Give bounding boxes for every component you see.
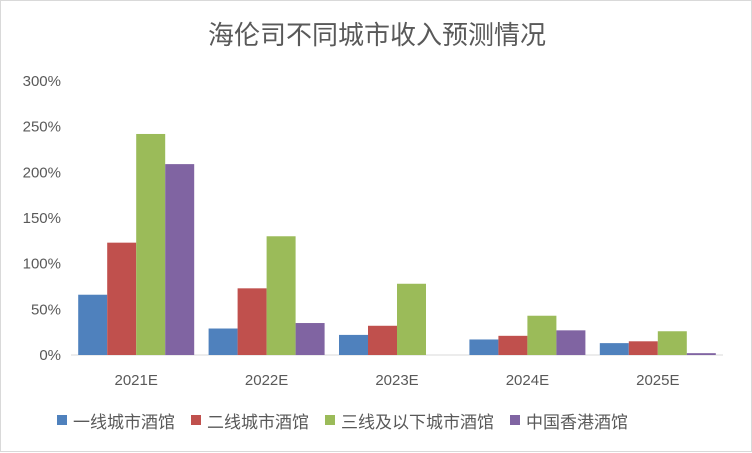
- legend-swatch: [57, 415, 67, 425]
- bar-2022E-series-1: [208, 328, 238, 355]
- bar-2025E-series-3: [657, 331, 687, 355]
- legend-item: 中国香港酒馆: [510, 408, 628, 433]
- bar-2024E-series-4: [556, 330, 586, 355]
- legend-label: 中国香港酒馆: [526, 412, 628, 433]
- bar-2021E-series-3: [136, 133, 166, 355]
- bar-2022E-series-3: [266, 236, 296, 355]
- bar-2025E-series-2: [628, 341, 658, 355]
- y-tick-label: 300%: [23, 73, 61, 90]
- y-tick-label: 200%: [23, 164, 61, 181]
- bar-2021E-series-4: [165, 164, 195, 355]
- legend-item: 一线城市酒馆: [57, 408, 175, 433]
- bar-2025E-series-1: [599, 343, 629, 355]
- legend-item: 三线及以下城市酒馆: [325, 408, 494, 433]
- legend-swatch: [191, 415, 201, 425]
- legend-swatch: [325, 415, 335, 425]
- bar-2024E-series-1: [469, 339, 499, 355]
- y-tick-label: 150%: [23, 210, 61, 227]
- x-tick-label: 2023E: [375, 372, 418, 389]
- chart-title: 海伦司不同城市收入预测情况: [207, 21, 546, 51]
- bar-2023E-series-2: [368, 325, 397, 355]
- bar-2022E-series-4: [295, 323, 325, 355]
- y-tick-label: 250%: [23, 119, 61, 136]
- legend-item: 二线城市酒馆: [191, 408, 309, 433]
- bar-2024E-series-3: [527, 315, 557, 355]
- legend-label: 三线及以下城市酒馆: [341, 412, 494, 433]
- bar-2025E-series-4: [686, 353, 716, 355]
- bar-2023E-series-1: [339, 334, 368, 355]
- y-tick-label: 0%: [39, 347, 61, 364]
- bar-2021E-series-2: [107, 242, 137, 355]
- x-tick-label: 2024E: [506, 372, 549, 389]
- bar-2023E-series-3: [397, 283, 426, 355]
- x-tick-label: 2022E: [245, 372, 288, 389]
- legend-label: 一线城市酒馆: [73, 412, 175, 433]
- chart-legend: 一线城市酒馆 二线城市酒馆 三线及以下城市酒馆 中国香港酒馆: [57, 407, 747, 433]
- x-tick-label: 2021E: [115, 372, 158, 389]
- y-tick-label: 50%: [31, 301, 61, 318]
- bar-2022E-series-2: [237, 288, 267, 355]
- x-tick-label: 2025E: [636, 372, 679, 389]
- bar-2024E-series-2: [498, 335, 528, 355]
- bar-2021E-series-1: [78, 294, 108, 355]
- legend-swatch: [510, 415, 520, 425]
- y-tick-label: 100%: [23, 256, 61, 273]
- legend-label: 二线城市酒馆: [207, 412, 309, 433]
